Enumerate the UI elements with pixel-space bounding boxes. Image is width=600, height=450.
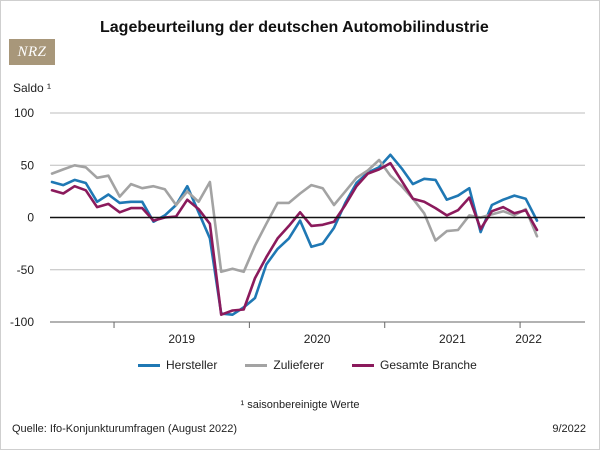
legend-label-zulieferer: Zulieferer bbox=[273, 358, 325, 372]
series-line-gesamte-branche bbox=[50, 161, 539, 317]
x-tick-label-2021: 2021 bbox=[439, 332, 466, 346]
publisher-logo: NRZ bbox=[9, 39, 55, 65]
footnote: ¹ saisonbereinigte Werte bbox=[240, 399, 360, 411]
series-line-hersteller bbox=[50, 153, 539, 317]
issue-number: 9/2022 bbox=[552, 423, 586, 435]
legend: Hersteller Zulieferer Gesamte Branche bbox=[138, 358, 477, 372]
legend-label-hersteller: Hersteller bbox=[166, 358, 218, 372]
legend-item-hersteller: Hersteller bbox=[138, 358, 217, 372]
x-tick-label-2022: 2022 bbox=[515, 332, 542, 346]
legend-swatch-hersteller bbox=[138, 363, 160, 367]
x-tick-label-2019: 2019 bbox=[168, 332, 195, 346]
x-tick-label-2020: 2020 bbox=[304, 332, 331, 346]
legend-swatch-gesamte-branche bbox=[352, 363, 375, 367]
legend-item-gesamte-branche: Gesamte Branche bbox=[352, 358, 477, 372]
series-line-zulieferer bbox=[50, 158, 539, 274]
legend-swatch-zulieferer bbox=[245, 363, 268, 367]
y-tick-label: 100 bbox=[14, 106, 34, 120]
y-tick-label: 0 bbox=[27, 211, 34, 225]
legend-label-gesamte-branche: Gesamte Branche bbox=[380, 358, 477, 372]
y-tick-label: -100 bbox=[10, 315, 34, 329]
chart-title: Lagebeurteilung der deutschen Automobili… bbox=[100, 19, 489, 36]
y-tick-label: 50 bbox=[21, 158, 35, 172]
y-axis-label: Saldo ¹ bbox=[13, 81, 52, 95]
source-note: Quelle: Ifo-Konjunkturumfragen (August 2… bbox=[12, 423, 238, 435]
legend-item-zulieferer: Zulieferer bbox=[245, 358, 324, 372]
y-tick-label: -50 bbox=[17, 263, 35, 277]
